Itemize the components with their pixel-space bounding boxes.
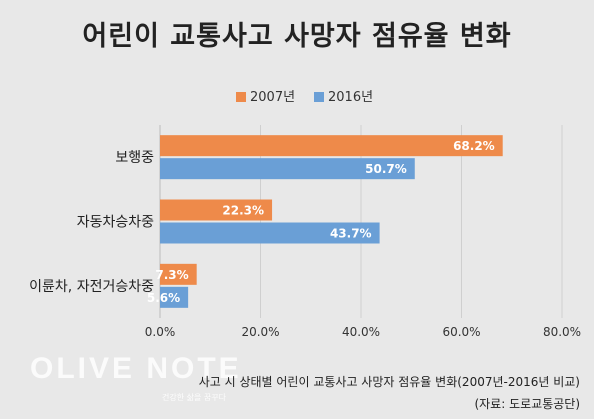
category-label: 이륜차, 자전거승차중	[29, 279, 154, 295]
x-tick-label: 80.0%	[543, 325, 581, 339]
legend-label: 2016년	[328, 90, 373, 105]
category-label: 보행중	[115, 150, 154, 166]
bar	[160, 286, 189, 308]
chart-source: (자료: 도로교통공단)	[474, 397, 580, 411]
legend-label: 2007년	[250, 90, 295, 105]
legend-swatch	[236, 92, 246, 102]
bar	[160, 263, 197, 285]
x-tick-label: 20.0%	[241, 325, 279, 339]
bar	[160, 199, 273, 221]
bar	[160, 158, 415, 180]
data-label: 22.3%	[222, 204, 264, 218]
data-label: 50.7%	[365, 162, 407, 176]
category-label: 자동차승차중	[77, 215, 154, 231]
legend-swatch	[314, 92, 324, 102]
data-label: 68.2%	[453, 139, 495, 153]
watermark-logo: OLIVE NOTE	[30, 352, 242, 385]
x-tick-label: 40.0%	[342, 325, 380, 339]
bar	[160, 222, 380, 244]
x-tick-label: 60.0%	[442, 325, 480, 339]
data-label: 43.7%	[330, 227, 372, 241]
data-label: 5.6%	[147, 291, 180, 305]
watermark-tagline: 건강한 삶을 꿈꾸다	[162, 393, 226, 402]
data-label: 7.3%	[155, 268, 188, 282]
x-tick-label: 0.0%	[145, 325, 176, 339]
chart-title: 어린이 교통사고 사망자 점유율 변화	[82, 21, 512, 52]
chart-caption: 사고 시 상태별 어린이 교통사고 사망자 점유율 변화(2007년-2016년…	[198, 375, 580, 389]
bar	[160, 135, 503, 157]
